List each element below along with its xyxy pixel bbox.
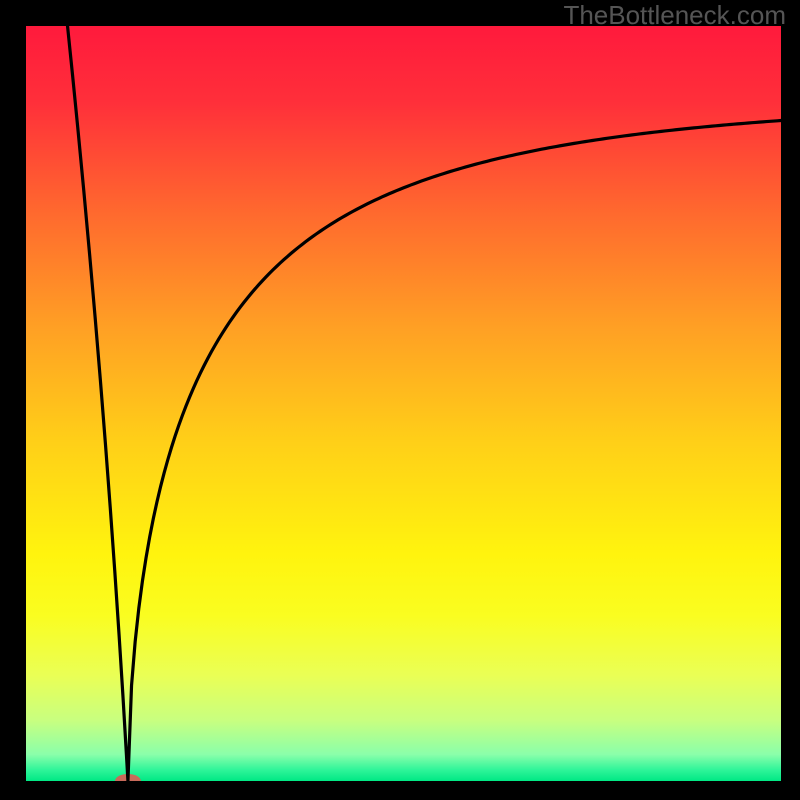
chart-container: { "canvas": { "width": 800, "height": 80… xyxy=(0,0,800,800)
curve-layer xyxy=(26,26,781,781)
plot-area xyxy=(26,26,781,781)
watermark-text: TheBottleneck.com xyxy=(563,0,786,31)
bottleneck-curve xyxy=(68,26,781,781)
